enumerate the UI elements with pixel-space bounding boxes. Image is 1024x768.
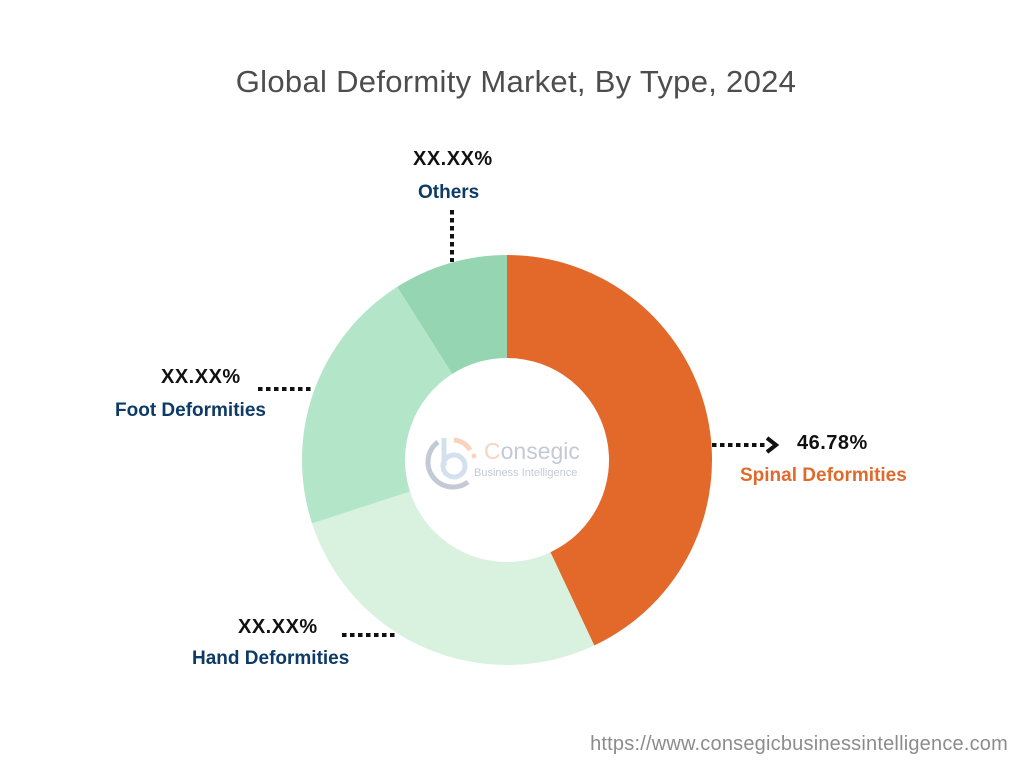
footer-url: https://www.consegicbusinessintelligence…: [590, 733, 1008, 755]
logo-name: Consegic: [484, 438, 580, 464]
slice-others: [397, 255, 507, 374]
others-value: XX.XX%: [413, 148, 493, 170]
logo-tagline: Business Intelligence: [474, 467, 578, 479]
foot-label: Foot Deformities: [115, 400, 266, 421]
others-leader-line: [450, 210, 454, 262]
hand-leader-line: [342, 633, 396, 637]
foot-leader-line: [258, 387, 312, 391]
consegic-logo: Consegic Business Intelligence: [424, 430, 594, 492]
hand-label: Hand Deformities: [192, 648, 350, 669]
slice-foot: [301, 286, 453, 524]
slice-hand: [312, 491, 595, 665]
spinal-leader-line: [712, 443, 766, 447]
hand-value: XX.XX%: [238, 616, 318, 638]
logo-mark-icon: [425, 437, 477, 490]
arrow-right-icon: [765, 436, 780, 454]
chart-title: Global Deformity Market, By Type, 2024: [235, 64, 797, 99]
slice-spinal: [507, 255, 712, 646]
foot-value: XX.XX%: [161, 366, 241, 388]
spinal-label: Spinal Deformities: [740, 465, 907, 486]
others-label: Others: [418, 182, 480, 203]
spinal-value: 46.78%: [797, 432, 868, 454]
